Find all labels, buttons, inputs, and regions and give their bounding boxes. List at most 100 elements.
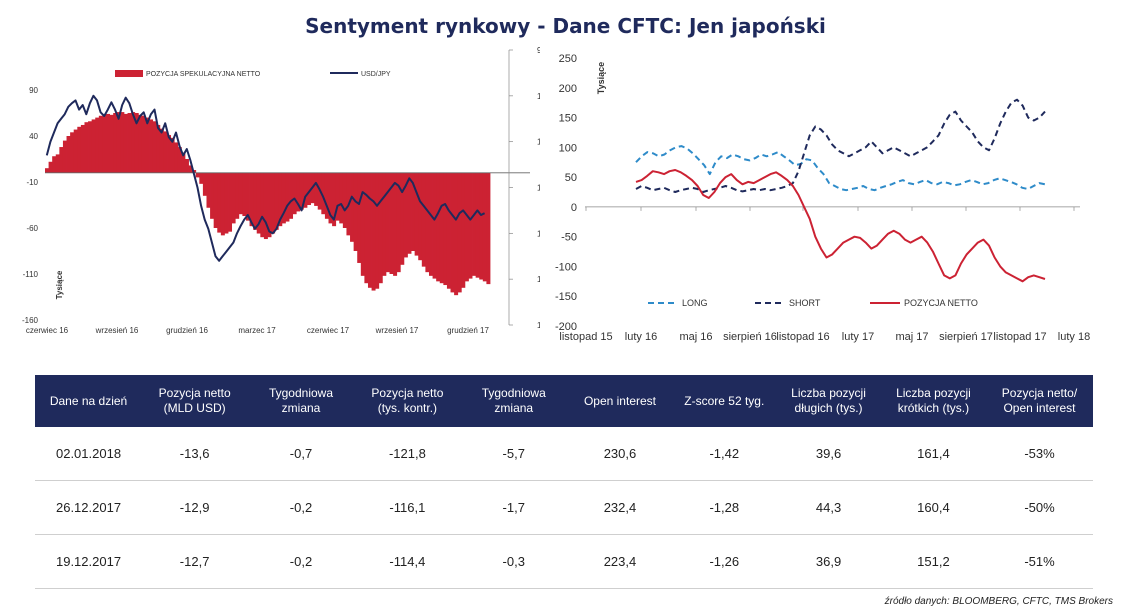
- y-tick-label: -160: [22, 316, 39, 325]
- y2-tick-label: 100: [537, 92, 540, 101]
- bar: [324, 172, 329, 219]
- bar: [95, 117, 100, 173]
- bar: [80, 124, 85, 173]
- bar: [156, 124, 161, 173]
- x-tick-label: sierpień 16: [723, 331, 777, 343]
- col-header: Tygodniowa zmiana: [459, 375, 568, 427]
- table-cell: 26.12.2017: [35, 480, 143, 535]
- chart2-axes: 250 200 150 100 50 0 -50 -100 -150 -200 Tysiące lis…: [555, 53, 1090, 343]
- bar: [299, 172, 304, 210]
- x-tick-label: luty 17: [842, 331, 874, 343]
- bar: [256, 172, 261, 234]
- table-cell: -116,1: [354, 480, 460, 535]
- bar: [163, 131, 168, 173]
- y2-tick-label: 120: [537, 275, 540, 284]
- bar: [109, 114, 114, 173]
- bar: [353, 172, 358, 251]
- bar: [375, 172, 380, 289]
- bar: [267, 172, 272, 238]
- bar: [350, 172, 355, 242]
- table-cell: -0,3: [459, 534, 568, 589]
- bar: [436, 172, 441, 282]
- long-short-positions-chart: 250 200 150 100 50 0 -50 -100 -150 -200 Tysiące lis…: [555, 53, 1090, 343]
- bar: [314, 172, 319, 206]
- legend-label: POZYCJA SPEKULACYJNA NETTO: [146, 71, 261, 78]
- bar: [378, 172, 383, 284]
- bar: [335, 172, 340, 221]
- bar: [321, 172, 326, 215]
- bar: [475, 172, 480, 278]
- bar: [48, 161, 53, 173]
- cftc-stats-table: Dane na dzień Pozycja netto (MLD USD) Ty…: [35, 375, 1093, 589]
- y-tick-label: 150: [559, 113, 577, 125]
- bar: [357, 172, 362, 263]
- bar: [332, 172, 337, 227]
- bar: [428, 172, 433, 276]
- table-cell: -121,8: [354, 427, 460, 481]
- bar: [217, 172, 222, 233]
- col-header: Dane na dzień: [35, 375, 143, 427]
- legend-label: LONG: [682, 298, 708, 308]
- table-cell: -12,7: [142, 534, 248, 589]
- col-header: Pozycja netto (tys. kontr.): [354, 375, 460, 427]
- table-cell: 19.12.2017: [35, 534, 143, 589]
- y-tick-label: -50: [561, 232, 577, 244]
- bar: [181, 152, 186, 173]
- bar: [184, 159, 189, 173]
- table-cell: 223,4: [567, 534, 673, 589]
- bar: [88, 121, 93, 173]
- table-cell: 36,9: [776, 534, 881, 589]
- table-cell: -0,2: [247, 480, 355, 535]
- col-header: Tygodniowa zmiana: [247, 375, 355, 427]
- bar: [411, 172, 416, 251]
- legend-swatch-net: [115, 70, 143, 77]
- bar: [127, 113, 132, 173]
- net-position-series-line: [635, 169, 1046, 283]
- usdjpy-series-line: [45, 94, 486, 262]
- x-tick-label: listopad 15: [559, 331, 612, 343]
- bar: [296, 172, 301, 212]
- bar: [98, 115, 103, 173]
- y2-tick-label: 110: [537, 184, 540, 193]
- col-header: Pozycja netto/ Open interest: [985, 375, 1093, 427]
- bar: [62, 140, 67, 173]
- bar: [149, 119, 154, 173]
- bar: [220, 172, 225, 236]
- y2-tick-label: 95: [537, 46, 540, 55]
- bar: [170, 137, 175, 173]
- bar: [285, 172, 290, 222]
- y-tick-label: 50: [565, 172, 577, 184]
- x-tick-label: wrzesień 17: [375, 326, 419, 335]
- bar: [306, 172, 311, 205]
- bar: [131, 112, 136, 173]
- bar: [274, 172, 279, 230]
- bar: [141, 115, 146, 173]
- col-header: Liczba pozycji długich (tys.): [776, 375, 881, 427]
- chart2-lines: [635, 98, 1046, 283]
- table-cell: -1,7: [459, 480, 568, 535]
- bar: [371, 172, 376, 291]
- bar: [446, 172, 451, 289]
- bar: [113, 113, 118, 173]
- bar: [486, 172, 491, 285]
- net-position-bars: [45, 112, 491, 296]
- table-cell: -1,42: [672, 427, 777, 481]
- bar: [123, 113, 128, 173]
- table-cell: -53%: [985, 427, 1093, 481]
- bar: [479, 172, 484, 280]
- chart1-legend: POZYCJA SPEKULACYJNA NETTO USD/JPY: [115, 70, 391, 78]
- bar: [382, 172, 387, 276]
- x-tick-label: listopad 17: [993, 331, 1046, 343]
- table-cell: 232,4: [567, 480, 673, 535]
- bar: [70, 132, 75, 173]
- col-header: Pozycja netto (MLD USD): [142, 375, 248, 427]
- y2-tick-label: 105: [537, 138, 540, 147]
- table-cell: -0,2: [247, 534, 355, 589]
- bar: [228, 172, 233, 232]
- bar: [174, 142, 179, 173]
- x-tick-label: maj 16: [679, 331, 712, 343]
- bar: [414, 172, 419, 256]
- bar: [231, 172, 236, 224]
- bar: [66, 136, 71, 173]
- bar: [213, 172, 218, 228]
